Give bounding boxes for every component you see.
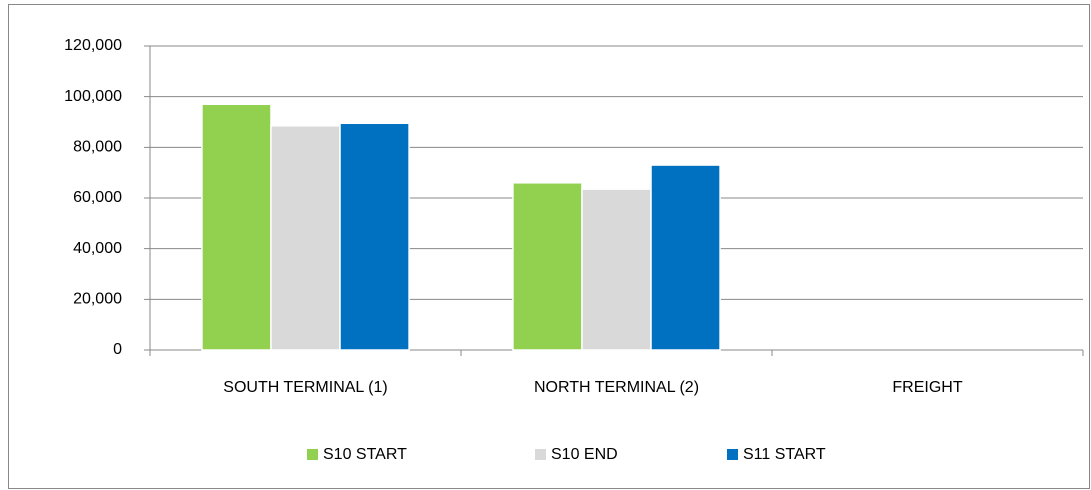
y-tick-label: 100,000 xyxy=(64,88,122,105)
bar xyxy=(581,188,652,351)
bar xyxy=(201,103,272,351)
x-tick-label: FREIGHT xyxy=(892,379,962,396)
legend-swatch xyxy=(535,449,546,460)
y-tick-label: 80,000 xyxy=(73,139,122,156)
y-tick-label: 120,000 xyxy=(64,37,122,54)
bar xyxy=(339,122,410,351)
x-tick-label: NORTH TERMINAL (2) xyxy=(534,379,699,396)
y-tick-label: 40,000 xyxy=(73,240,122,257)
y-tick-label: 0 xyxy=(113,341,122,358)
y-tick-label: 60,000 xyxy=(73,189,122,206)
legend-label: S10 END xyxy=(551,446,618,463)
x-tick-label: SOUTH TERMINAL (1) xyxy=(223,379,387,396)
y-tick-label: 20,000 xyxy=(73,291,122,308)
bar xyxy=(650,164,721,351)
bar xyxy=(512,182,583,351)
legend-swatch xyxy=(307,449,318,460)
legend-swatch xyxy=(727,449,738,460)
legend-label: S10 START xyxy=(323,446,407,463)
bar xyxy=(270,125,341,351)
legend-label: S11 START xyxy=(743,446,826,463)
